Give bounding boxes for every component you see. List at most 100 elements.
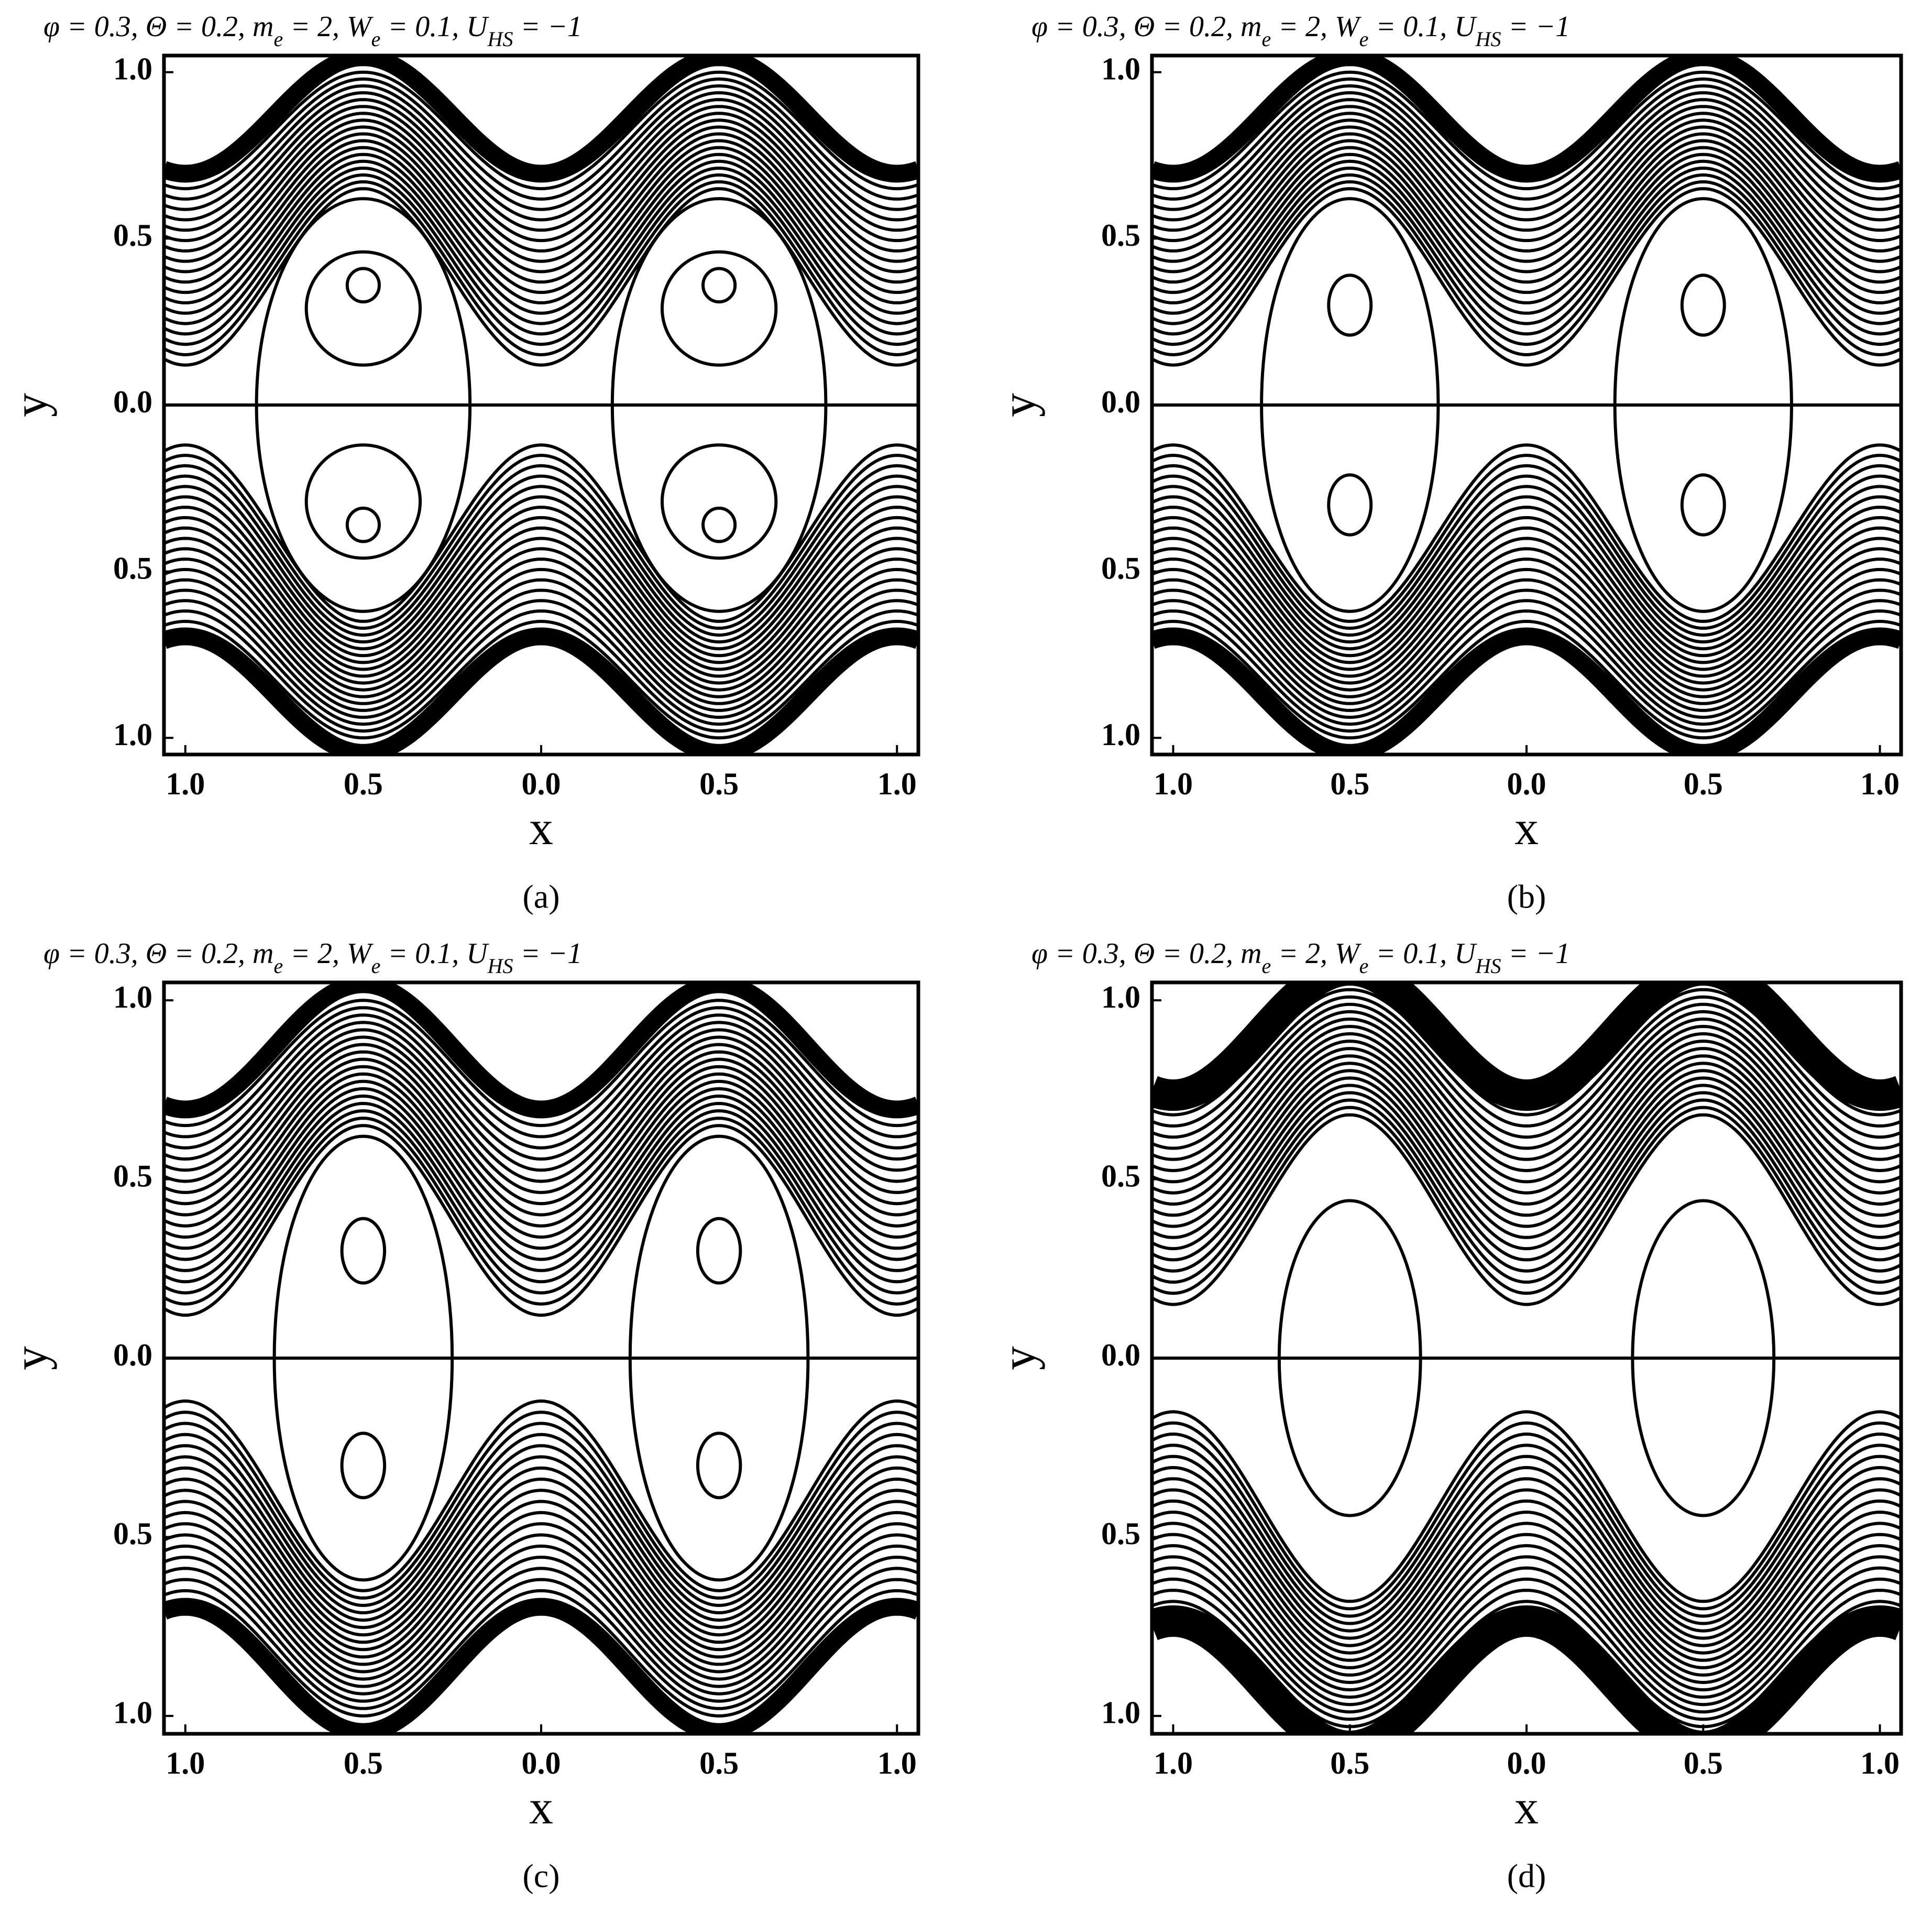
streamline: [1152, 526, 1901, 678]
panel-title: φ = 0.3, Θ = 0.2, me = 2, We = 0.1, UHS …: [1031, 10, 1570, 51]
streamline: [164, 464, 918, 637]
y-tick-label: 0.5: [1101, 1516, 1140, 1551]
streamline: [164, 1422, 918, 1607]
streamline: [164, 1567, 918, 1703]
streamline: [164, 125, 918, 274]
streamline: [1152, 91, 1901, 222]
x-tick-label: 0.5: [699, 1746, 739, 1780]
title-part: = 0.1, U: [380, 937, 489, 970]
streamline: [1152, 495, 1901, 658]
streamline: [1152, 1566, 1901, 1707]
streamline: [1152, 112, 1901, 253]
streamline: [1152, 132, 1901, 284]
streamline: [1152, 1444, 1901, 1625]
title-part: = −1: [513, 10, 583, 43]
title-part: e: [1261, 954, 1271, 978]
streamline: [164, 609, 918, 733]
streamline: [1152, 619, 1901, 740]
title-part: HS: [487, 954, 513, 978]
streamline: [1152, 454, 1901, 630]
streamline: [164, 112, 918, 253]
x-tick-label: 1.0: [877, 767, 917, 801]
streamline: [164, 166, 918, 336]
y-axis-label: y: [4, 1346, 57, 1370]
streamline: [1152, 1533, 1901, 1684]
title-part: φ = 0.3, Θ = 0.2, m: [1031, 937, 1261, 970]
y-tick-label: 0.0: [113, 1338, 152, 1372]
streamline: [164, 999, 918, 1128]
streamline: [164, 139, 918, 294]
streamline: [164, 1399, 918, 1592]
streamline: [164, 1544, 918, 1688]
streamline: [1152, 1589, 1901, 1721]
trapped-bolus: [304, 443, 422, 560]
streamline: [164, 526, 918, 678]
separatrix: [628, 1134, 810, 1582]
y-tick-label: 0.5: [113, 1158, 152, 1193]
trapped-bolus: [660, 250, 778, 367]
streamline: [164, 98, 918, 232]
panel-title: φ = 0.3, Θ = 0.2, me = 2, We = 0.1, UHS …: [43, 10, 582, 51]
panel-title: φ = 0.3, Θ = 0.2, me = 2, We = 0.1, UHS …: [1031, 937, 1570, 978]
trapped-bolus: [701, 506, 737, 543]
streamline: [164, 1478, 918, 1644]
streamline: [1152, 1017, 1901, 1161]
plot-area: [164, 56, 918, 755]
title-part: = 0.1, U: [1368, 937, 1477, 970]
streamline: [164, 567, 918, 705]
x-tick-label: 0.5: [1330, 767, 1369, 801]
x-tick-label: 0.5: [1684, 1746, 1723, 1780]
trapped-bolus: [340, 1431, 387, 1500]
streamline: [164, 506, 918, 664]
streamline: [1152, 474, 1901, 644]
x-tick-label: 0.5: [699, 767, 739, 801]
y-tick-label: 0.5: [1101, 218, 1140, 253]
streamline: [164, 1094, 918, 1272]
title-part: φ = 0.3, Θ = 0.2, m: [43, 937, 273, 970]
y-tick-label: 0.5: [113, 1516, 152, 1551]
streamline: [164, 1455, 918, 1630]
streamline: [164, 1057, 918, 1217]
panel-label: (a): [522, 878, 559, 915]
y-tick-label: 1.0: [113, 52, 152, 86]
wall-band: [1152, 627, 1901, 755]
streamline: [1152, 70, 1901, 191]
streamline: [164, 1006, 918, 1139]
panel-title: φ = 0.3, Θ = 0.2, me = 2, We = 0.1, UHS …: [43, 937, 582, 978]
streamline: [164, 588, 918, 719]
wall-band: [164, 56, 918, 183]
title-part: φ = 0.3, Θ = 0.2, m: [1031, 10, 1261, 43]
streamline: [164, 1013, 918, 1150]
streamline: [1152, 1455, 1901, 1633]
x-tick-label: 0.5: [344, 1746, 383, 1780]
streamline: [164, 118, 918, 263]
trapped-bolus: [660, 443, 778, 560]
y-axis-label: y: [992, 393, 1045, 417]
panel-label: (d): [1507, 1857, 1546, 1895]
trapped-bolus: [696, 1431, 742, 1500]
streamline: [164, 1556, 918, 1696]
y-axis-label: y: [992, 1346, 1045, 1370]
streamline: [1152, 443, 1901, 623]
streamline: [1152, 152, 1901, 315]
title-part: e: [273, 954, 283, 978]
trapped-bolus: [345, 506, 381, 543]
streamline: [164, 1102, 918, 1284]
separatrix: [1260, 197, 1440, 613]
streamline: [164, 454, 918, 630]
title-part: HS: [1475, 954, 1501, 978]
streamline: [164, 152, 918, 315]
streamline: [1152, 180, 1901, 356]
streamline: [164, 557, 918, 698]
streamline: [164, 1433, 918, 1614]
separatrix: [1613, 197, 1793, 613]
streamline: [1152, 1002, 1901, 1139]
panel-label: (b): [1507, 878, 1546, 915]
y-tick-label: 0.5: [1101, 1158, 1140, 1193]
x-tick-label: 0.0: [1507, 1746, 1546, 1780]
streamline: [164, 1444, 918, 1622]
wall-band: [1152, 982, 1901, 1111]
streamline: [164, 173, 918, 346]
streamline: [164, 474, 918, 644]
x-tick-label: 0.0: [522, 767, 561, 801]
